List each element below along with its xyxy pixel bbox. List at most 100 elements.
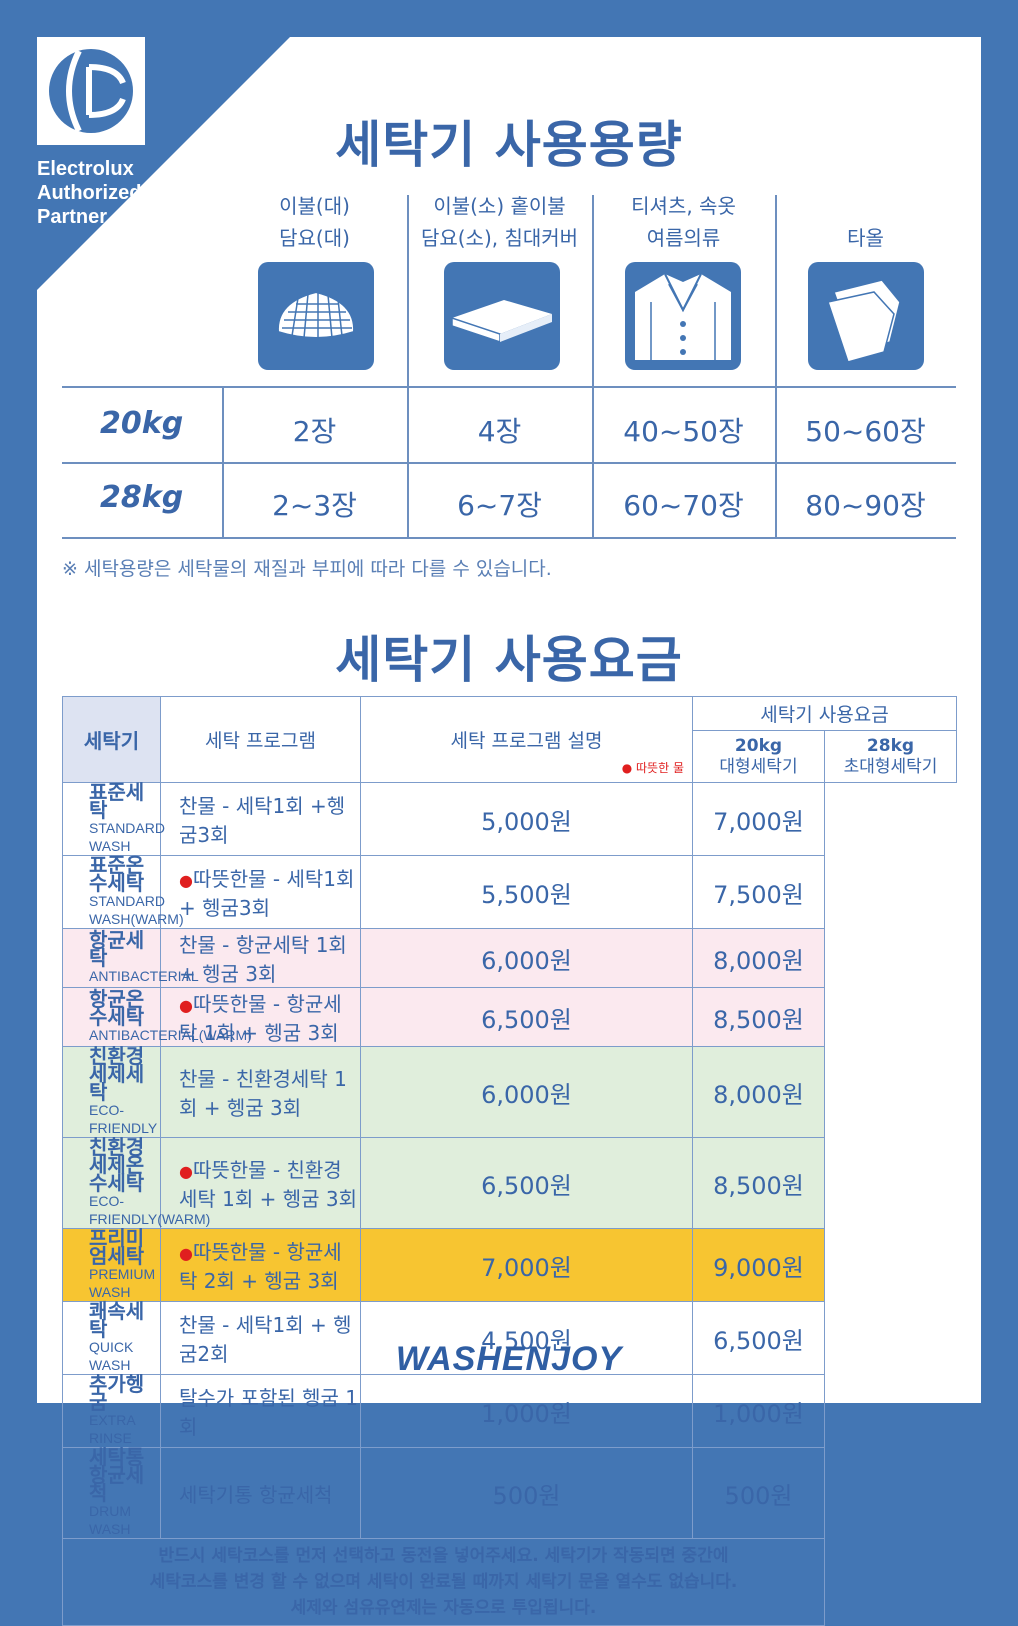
description-cell: 세탁기통 항균세척: [160, 1447, 361, 1539]
program-cell: 항균세탁 ANTIBACTERIAL: [62, 928, 199, 988]
price-row: 항균온수세탁ANTIBACTERIAL(WARM)●따뜻한물 - 항균세탁 1회…: [62, 987, 957, 1047]
description-cell: ●따뜻한물 - 친환경세탁 1회 + 헹굼 3회: [160, 1137, 361, 1229]
program-name-en: ANTIBACTERIAL(WARM): [89, 1026, 252, 1044]
capacity-cell: 6~7장: [457, 489, 542, 522]
price-28kg: 500원: [692, 1447, 825, 1539]
description-text: 탈수가 포함된 헹굼 1회: [179, 1386, 358, 1439]
capacity-column-line2: 담요(소), 침대커버: [420, 226, 579, 250]
price-row: 세탁통항균세척 DRUM WASH 세탁기통 항균세척 500원 500원: [62, 1445, 957, 1539]
capacity-note: ※ 세탁용량은 세탁물의 재질과 부피에 따라 다를 수 있습니다.: [62, 558, 552, 580]
divider: [407, 195, 409, 538]
capacity-column-line2: 타올: [847, 226, 884, 250]
program-cell: 프리미엄세탁 PREMIUM WASH: [62, 1228, 161, 1302]
program-name-en: QUICK WASH: [89, 1339, 134, 1373]
folded-sheet-icon: [444, 262, 560, 370]
program-cell: 친환경세제세탁 ECO-FRIENDLY: [62, 1044, 161, 1138]
description-cell: 찬물 - 세탁1회 +헹굼3회: [160, 782, 361, 856]
program-name-en: STANDARD WASH(WARM): [89, 893, 184, 927]
price-20kg: 5,000원: [360, 782, 693, 856]
description-text: 따뜻한물 - 세탁1회 + 헹굼3회: [179, 867, 355, 920]
capacity-cell: 80~90장: [805, 489, 926, 522]
price-20kg: 7,000원: [360, 1228, 693, 1302]
warm-water-dot: ●: [179, 871, 193, 890]
divider: [62, 386, 956, 388]
col-20kg-type: 대형세탁기: [719, 756, 798, 777]
pricing-title: 세탁기 사용요금: [335, 631, 683, 689]
capacity-column-header: 이불(대) 담요(대): [222, 190, 407, 254]
program-name-en: EXTRA RINSE: [89, 1412, 135, 1446]
program-name-en: ANTIBACTERIAL: [89, 968, 199, 984]
washenjoy-logo: WASHENJOY: [395, 1340, 623, 1378]
description-header-label: 세탁 프로그램 설명: [450, 730, 603, 752]
program-name-en: STANDARD WASH: [89, 820, 165, 854]
divider: [222, 386, 224, 538]
price-28kg: 9,000원: [692, 1228, 825, 1302]
program-name-ko: 항균온수세탁: [89, 987, 145, 1029]
description-text: 따뜻한물 - 친환경세탁 1회 + 헹굼 3회: [179, 1158, 358, 1211]
price-28kg: 6,500원: [692, 1301, 825, 1375]
program-name-ko: 쾌속세탁: [89, 1299, 145, 1341]
description-text: 따뜻한물 - 항균세탁 2회 + 헹굼 3회: [179, 1240, 342, 1293]
capacity-cell: 40~50장: [623, 415, 744, 448]
description-text: 찬물 - 친환경세탁 1회 + 헹굼 3회: [179, 1067, 347, 1120]
price-28kg: 7,500원: [692, 855, 825, 929]
warm-water-dot: ●: [179, 1244, 193, 1263]
capacity-column-line2: 여름의류: [646, 226, 721, 250]
warm-legend-label: 따뜻한 물: [636, 761, 684, 775]
description-header: 세탁 프로그램 설명 ● 따뜻한 물: [360, 696, 693, 783]
price-table: 세탁기 세탁 프로그램 세탁 프로그램 설명 ● 따뜻한 물 세탁기 사용요금 …: [62, 696, 957, 1626]
price-row: 항균세탁 ANTIBACTERIAL 찬물 - 항균세탁 1회 + 헹굼 3회 6,0…: [62, 928, 957, 988]
fee-header: 세탁기 사용요금: [692, 696, 957, 731]
capacity-column-header: 타올: [775, 190, 956, 254]
capacity-column-line1: 티셔츠, 속옷: [631, 194, 736, 218]
program-name-ko: 세탁통항균세척: [89, 1445, 145, 1505]
price-20kg: 1,000원: [360, 1374, 693, 1448]
price-row: 표준온수세탁 STANDARD WASH(WARM) ●따뜻한물 - 세탁1회 + …: [62, 853, 957, 929]
row-label-28kg: 28kg: [100, 480, 184, 515]
program-name-ko: 친환경세제세탁: [89, 1044, 145, 1104]
price-28kg: 8,000원: [692, 928, 825, 988]
program-name-en: ECO-FRIENDLY: [89, 1102, 158, 1136]
price-28kg: 8,500원: [692, 1137, 825, 1229]
program-name-ko: 표준세탁: [89, 780, 145, 822]
col-20kg-size: 20kg: [734, 735, 783, 756]
row-label-20kg: 20kg: [100, 406, 184, 441]
program-name-ko: 항균세탁: [89, 928, 145, 970]
description-cell: ●따뜻한물 - 세탁1회 + 헹굼3회: [160, 855, 361, 929]
program-cell: 쾌속세탁 QUICK WASH: [62, 1299, 161, 1375]
description-text: 찬물 - 항균세탁 1회 + 헹굼 3회: [179, 933, 347, 986]
price-28kg: 7,000원: [692, 782, 825, 856]
brand-text: Electrolux Authorized Partner: [37, 158, 142, 228]
usage-instructions: 반드시 세탁코스를 먼저 선택하고 동전을 넣어주세요. 세탁기가 작동되면 중…: [62, 1538, 825, 1626]
capacity-column-line2: 담요(대): [279, 226, 350, 250]
program-cell: 표준온수세탁 STANDARD WASH(WARM): [62, 853, 184, 929]
program-name-ko: 표준온수세탁: [89, 853, 145, 895]
program-name-ko: 추가헹굼: [89, 1372, 145, 1414]
towel-icon: [808, 262, 924, 370]
shirt-icon: [625, 262, 741, 370]
program-cell: 친환경세제온수세탁 ECO-FRIENDLY(WARM): [62, 1137, 210, 1229]
program-cell: 표준세탁 STANDARD WASH: [62, 780, 165, 856]
warm-water-dot: ●: [179, 996, 193, 1015]
description-cell: ●따뜻한물 - 항균세탁 2회 + 헹굼 3회: [160, 1228, 361, 1302]
warm-water-dot: ●: [179, 1162, 193, 1181]
description-cell: ●따뜻한물 - 항균세탁 1회 + 헹굼 3회: [160, 987, 361, 1047]
price-28kg: 1,000원: [692, 1374, 825, 1448]
capacity-title: 세탁기 사용용량: [335, 116, 683, 174]
price-20kg: 500원: [360, 1447, 693, 1539]
col-28kg-header: 28kg 초대형세탁기: [824, 730, 957, 783]
program-name-en: PREMIUM WASH: [89, 1266, 156, 1300]
price-20kg: 6,000원: [360, 928, 693, 988]
electrolux-logo-icon: [37, 37, 145, 145]
side-label: 세탁기: [62, 696, 161, 783]
price-28kg: 8,000원: [692, 1046, 825, 1138]
col-28kg-size: 28kg: [866, 735, 915, 756]
divider: [62, 537, 956, 539]
program-cell: 세탁통항균세척 DRUM WASH: [62, 1445, 161, 1539]
capacity-column-line1: 이불(소) 홑이불: [433, 194, 566, 218]
price-row: 추가헹굼 EXTRA RINSE 탈수가 포함된 헹굼 1회 1,000원 1,000원: [62, 1372, 957, 1448]
price-row: 프리미엄세탁 PREMIUM WASH ●따뜻한물 - 항균세탁 2회 + 헹굼 3…: [62, 1228, 957, 1302]
program-cell: 추가헹굼 EXTRA RINSE: [62, 1372, 161, 1448]
warm-legend: ● 따뜻한 물: [621, 761, 684, 775]
